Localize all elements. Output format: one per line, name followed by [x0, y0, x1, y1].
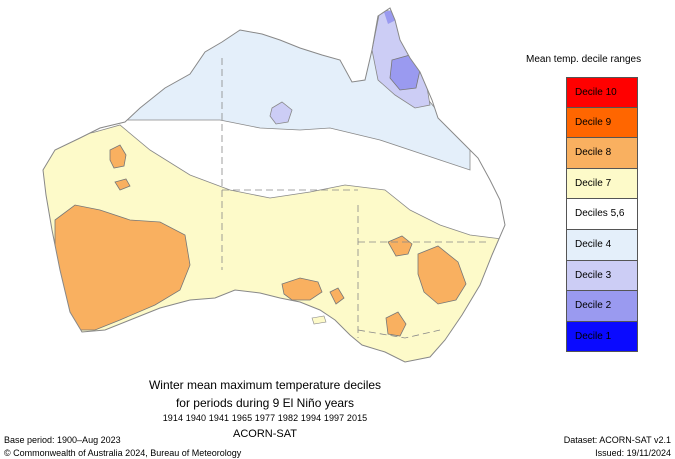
dataset-version: Dataset: ACORN-SAT v2.1	[563, 435, 671, 445]
decile-8-nsw-west	[387, 235, 413, 257]
decile-8-vic	[385, 311, 407, 337]
decile-3-nt	[269, 101, 293, 125]
legend-item: Deciles 5,6	[566, 199, 638, 230]
australia-decile-map	[42, 7, 506, 363]
legend-title: Mean temp. decile ranges	[526, 54, 642, 65]
legend-item: Decile 8	[566, 138, 638, 169]
issued-date: Issued: 19/11/2024	[595, 448, 671, 458]
map-title-line2: for periods during 9 El Niño years	[175, 396, 355, 410]
legend-item: Decile 1	[566, 321, 638, 353]
legend-item: Decile 10	[566, 77, 638, 108]
legend-item: Decile 7	[566, 168, 638, 200]
decile-8-nsw-east	[417, 245, 467, 305]
decile-8-wa-pilbara	[109, 144, 127, 169]
legend-item: Decile 4	[566, 229, 638, 261]
copyright: © Commonwealth of Australia 2024, Bureau…	[4, 448, 242, 458]
map-years: 1914 1940 1941 1965 1977 1982 1994 1997 …	[162, 413, 368, 423]
legend-item: Decile 9	[566, 107, 638, 139]
map-title-line1: Winter mean maximum temperature deciles	[148, 378, 382, 392]
state-borders	[221, 58, 488, 339]
base-period: Base period: 1900–Aug 2023	[4, 435, 121, 445]
decile-8-wa-small	[114, 178, 131, 191]
decile-8-sa-small	[329, 287, 345, 305]
kangaroo-island	[311, 315, 327, 325]
legend: Decile 10 Decile 9 Decile 8 Decile 7 Deciles…	[566, 77, 638, 353]
map-dataset-name: ACORN-SAT	[233, 428, 297, 440]
legend-item: Decile 3	[566, 260, 638, 292]
legend-item: Decile 2	[566, 291, 638, 322]
decile-8-sa	[281, 277, 323, 301]
